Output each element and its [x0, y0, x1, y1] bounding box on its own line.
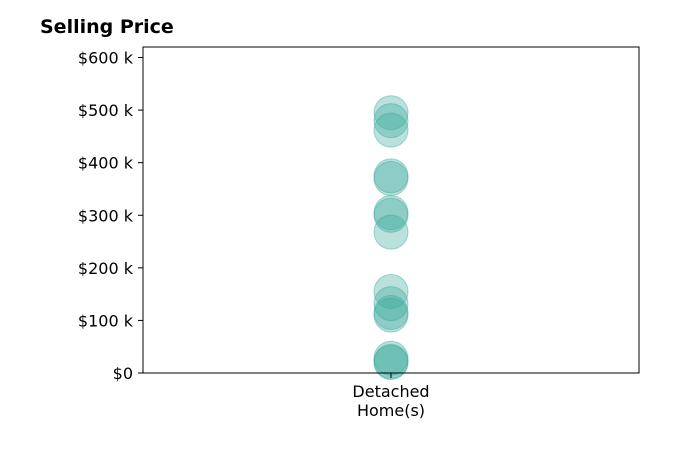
y-tick-label: $600 k — [78, 49, 134, 68]
chart-title: Selling Price — [40, 16, 174, 38]
data-point — [373, 160, 409, 196]
y-tick-label: $0 — [113, 364, 133, 383]
data-point — [373, 343, 409, 379]
y-tick-label: $100 k — [78, 311, 134, 330]
x-axis: Detached Home(s) — [352, 373, 430, 420]
data-point — [373, 295, 409, 331]
points-layer — [373, 95, 409, 380]
data-point — [373, 195, 409, 231]
y-tick-label: $400 k — [78, 154, 134, 173]
data-point — [373, 286, 409, 322]
data-point — [373, 103, 409, 139]
data-point — [373, 214, 409, 250]
y-axis: $0 $100 k $200 k $300 k $400 k $500 k $600 k — [78, 49, 143, 383]
data-point — [373, 297, 409, 333]
x-tick-label: Detached Home(s) — [352, 382, 429, 420]
data-point — [373, 95, 409, 131]
data-point — [373, 274, 409, 309]
y-tick-label: $500 k — [78, 101, 134, 120]
data-point — [373, 197, 409, 233]
y-tick-label: $200 k — [78, 259, 134, 278]
data-point — [373, 344, 409, 380]
y-tick-label: $300 k — [78, 206, 134, 225]
data-point — [373, 112, 409, 148]
data-point — [373, 158, 409, 194]
